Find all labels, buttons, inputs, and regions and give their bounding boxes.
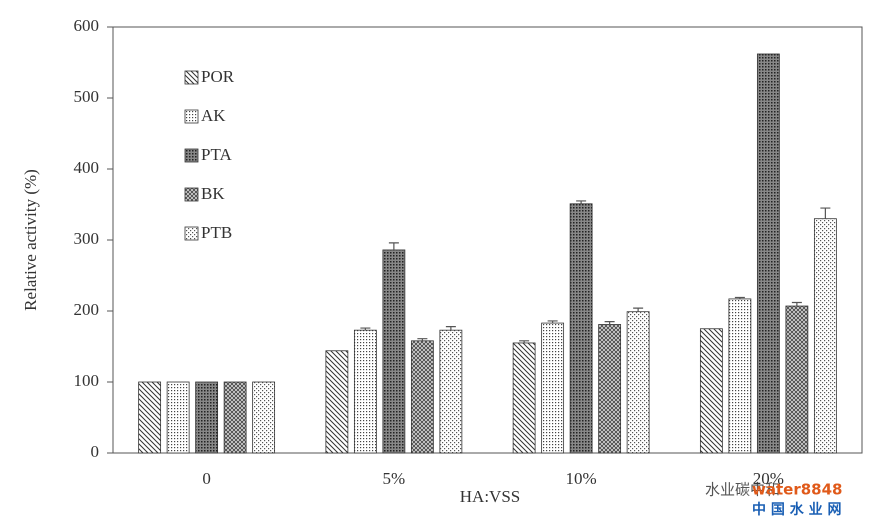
bar: [785, 305, 809, 454]
watermark-site: water8848: [752, 481, 842, 499]
legend-label: PTB: [201, 223, 232, 242]
y-tick-label: 100: [74, 371, 100, 390]
bar: [252, 381, 276, 454]
y-tick-label: 300: [74, 229, 100, 248]
y-tick-label: 500: [74, 87, 100, 106]
bar: [382, 249, 406, 454]
error-bar: [734, 296, 745, 299]
x-tick-label: 5%: [383, 469, 406, 488]
bar: [195, 381, 219, 454]
bar: [626, 311, 650, 454]
bar: [813, 218, 837, 454]
bar: [569, 203, 593, 454]
bar: [166, 381, 190, 454]
y-tick-label: 200: [74, 300, 100, 319]
bar: [353, 329, 377, 454]
error-bar: [445, 326, 456, 331]
error-bar: [519, 340, 530, 343]
y-tick-label: 600: [74, 16, 100, 35]
bar: [756, 53, 780, 454]
error-bar: [604, 321, 615, 325]
y-axis-label: Relative activity (%): [21, 169, 40, 311]
y-tick-label: 0: [91, 442, 100, 461]
error-bar: [633, 307, 644, 312]
error-bar: [417, 338, 428, 341]
legend-label: PTA: [201, 145, 232, 164]
y-tick-label: 400: [74, 158, 100, 177]
legend-swatch: [184, 226, 199, 241]
bar: [598, 324, 622, 454]
error-bar: [820, 207, 831, 219]
error-bar: [360, 327, 371, 331]
x-tick-label: 10%: [566, 469, 597, 488]
watermark-site-name: 中 国 水 业 网: [752, 501, 842, 518]
x-tick-label: 0: [202, 469, 211, 488]
legend-label: POR: [201, 67, 235, 86]
bar: [512, 342, 536, 454]
error-bar: [547, 320, 558, 324]
watermark-account: 水业碳中和: [705, 481, 780, 499]
x-tick-label: 20%: [753, 469, 784, 488]
bar: [325, 350, 349, 454]
bar: [728, 298, 752, 454]
error-bar: [576, 200, 587, 204]
legend-swatch: [184, 70, 199, 85]
legend-label: BK: [201, 184, 225, 203]
bar: [699, 328, 723, 454]
legend-swatch: [184, 109, 199, 124]
legend-swatch: [184, 187, 199, 202]
error-bar: [388, 242, 399, 250]
legend-label: AK: [201, 106, 226, 125]
legend-swatch: [184, 148, 199, 163]
x-axis-label: HA:VSS: [460, 487, 520, 506]
bar: [223, 381, 247, 454]
bar: [410, 340, 434, 454]
bar: [541, 322, 565, 454]
bar: [138, 381, 162, 454]
bar: [439, 329, 463, 454]
error-bar: [791, 301, 802, 307]
